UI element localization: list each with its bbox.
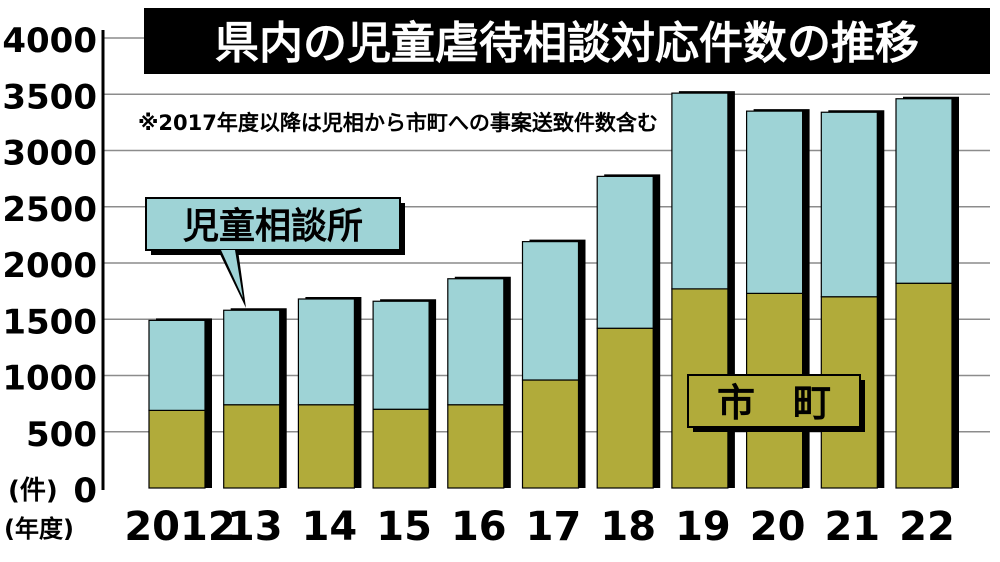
bar-segment-child-guidance (521, 241, 580, 381)
bar-segment-child-guidance (820, 111, 878, 298)
legend-label-municipality: 市 町 (717, 381, 831, 425)
y-tick-label: 500 (26, 415, 97, 455)
x-tick-label: 21 (824, 504, 880, 550)
bar-segment-child-guidance (148, 319, 206, 411)
legend-label-child-guidance: 児童相談所 (183, 205, 363, 247)
title-banner (144, 8, 990, 74)
bar-segment-child-guidance (297, 298, 355, 406)
bar-segment-child-guidance (671, 92, 729, 290)
bar-segment-municipality (521, 379, 580, 489)
bar-segment-municipality (148, 409, 206, 489)
x-tick-label: 20 (750, 504, 806, 550)
bar-segment-child-guidance (895, 98, 953, 284)
chart-note: ※2017年度以降は児相から市町への事案送致件数含む (138, 111, 658, 135)
y-tick-label: 2000 (2, 246, 97, 286)
x-tick-label: 19 (675, 504, 731, 550)
y-tick-label: 1000 (2, 359, 97, 399)
legend-pointer (218, 250, 246, 308)
y-axis-unit: (件) (8, 476, 58, 506)
x-axis-unit: (年度) (4, 515, 74, 543)
bar-segment-child-guidance (596, 175, 654, 329)
legend-box-municipality (687, 374, 861, 428)
x-tick-label: 14 (302, 504, 358, 550)
bar-segment-child-guidance (745, 110, 804, 294)
x-tick-label: 17 (526, 504, 582, 550)
bar-segment-municipality (223, 404, 281, 489)
bar-segment-municipality (372, 408, 430, 489)
bar-segment-child-guidance (223, 309, 281, 406)
bar-segment-child-guidance (447, 278, 505, 406)
x-tick-label: 13 (227, 504, 283, 550)
x-tick-label: 15 (376, 504, 432, 550)
bar-segment-municipality (596, 327, 654, 489)
y-ticks: 0 500 1000 1500 2000 2500 3000 3500 4000 (2, 21, 97, 511)
x-tick-label: 2012 (124, 504, 235, 550)
y-tick-label: 4000 (2, 21, 97, 61)
legend-pointer-fill (221, 250, 243, 298)
chart-title: 県内の児童虐待相談対応件数の推移 (215, 18, 919, 69)
y-tick-label: 3500 (2, 77, 97, 117)
y-tick-label: 3000 (2, 134, 97, 174)
y-tick-label: 1500 (2, 302, 97, 342)
x-tick-label: 22 (899, 504, 955, 550)
y-tick-label: 0 (73, 471, 97, 511)
bar-segment-child-guidance (372, 300, 430, 410)
bar-segment-municipality (297, 404, 355, 489)
x-tick-label: 18 (600, 504, 656, 550)
y-tick-label: 2500 (2, 190, 97, 230)
bar-segment-municipality (447, 404, 505, 489)
x-tick-label: 16 (451, 504, 507, 550)
bar-segment-municipality (895, 282, 953, 489)
legend-box-child-guidance (145, 197, 401, 251)
